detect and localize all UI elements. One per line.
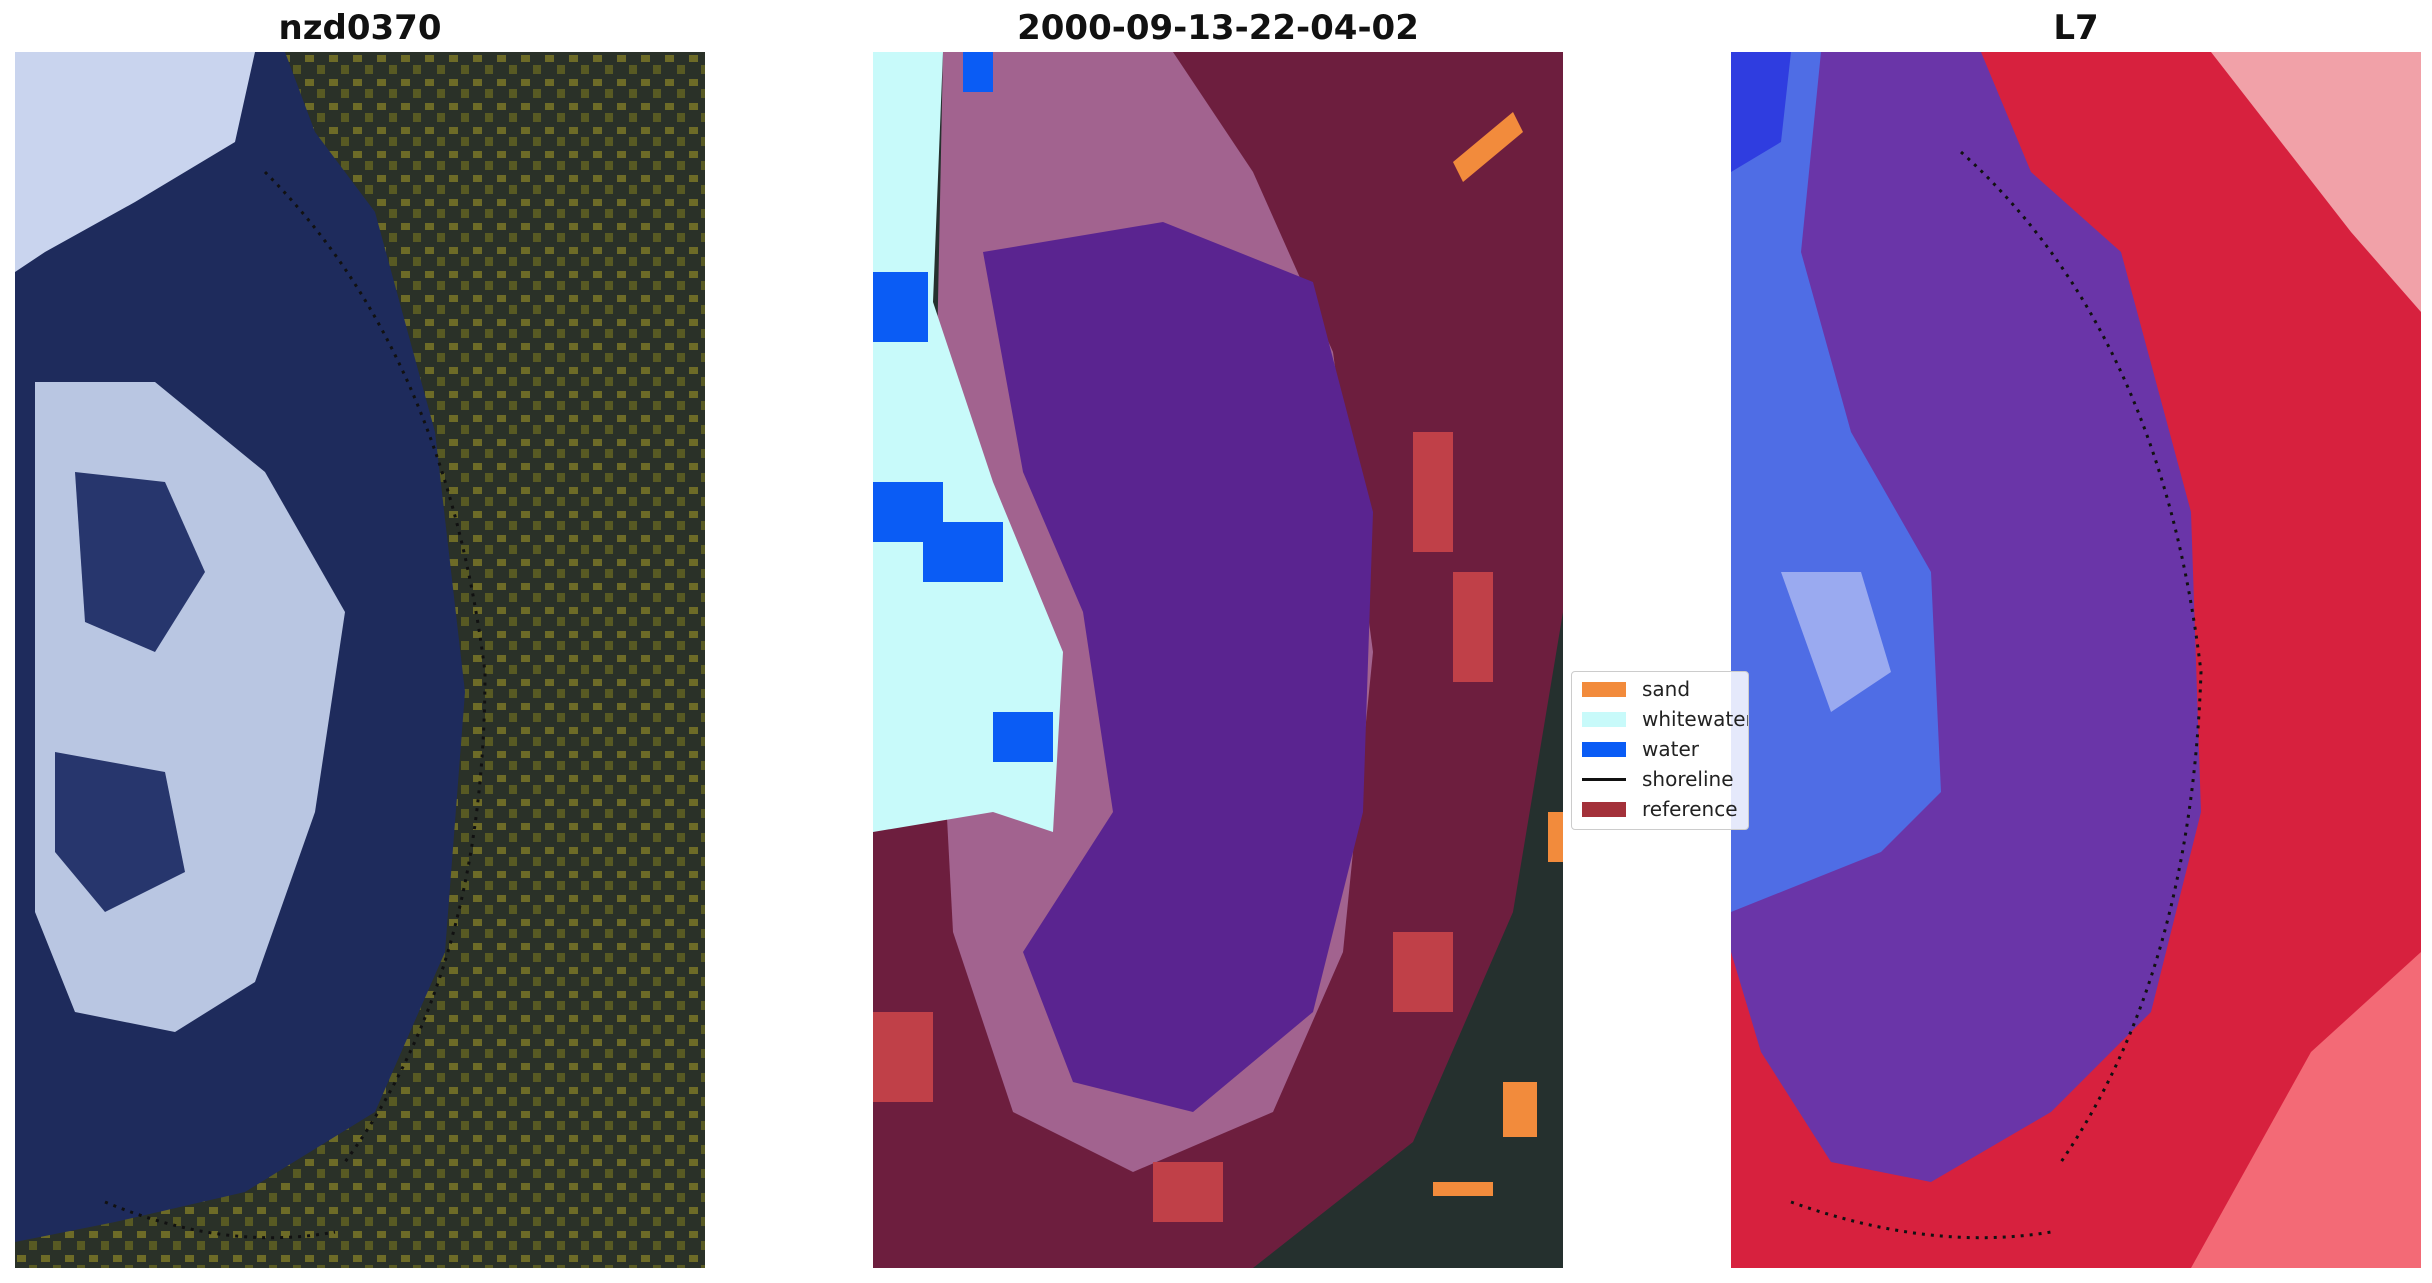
legend-item-shoreline: shoreline [1582,762,1748,791]
legend-label-water: water [1642,737,1699,761]
legend-swatch-whitewater [1582,712,1626,727]
legend-label-shoreline: shoreline [1642,767,1734,791]
rgb-image-panel [15,52,705,1268]
legend-swatch-sand [1582,682,1626,697]
legend-item-reference: reference [1582,792,1748,821]
classification-image [873,52,1563,1268]
panel-title-classification: 2000-09-13-22-04-02 [1017,8,1419,48]
legend: sand whitewater water shoreline referenc… [1571,671,1749,830]
legend-item-sand: sand [1582,672,1748,701]
legend-item-water: water [1582,732,1748,761]
legend-item-whitewater: whitewater [1582,702,1748,731]
rgb-image [15,52,705,1268]
index-image [1731,52,2421,1268]
legend-swatch-reference [1582,802,1626,817]
index-image-panel [1731,52,2421,1268]
legend-label-sand: sand [1642,677,1691,701]
panel-title-index: L7 [2053,8,2099,48]
legend-swatch-water [1582,742,1626,757]
legend-label-reference: reference [1642,797,1738,821]
legend-line-shoreline [1582,778,1626,781]
legend-label-whitewater: whitewater [1642,707,1749,731]
panel-title-rgb: nzd0370 [278,8,442,48]
classification-panel [873,52,1563,1268]
